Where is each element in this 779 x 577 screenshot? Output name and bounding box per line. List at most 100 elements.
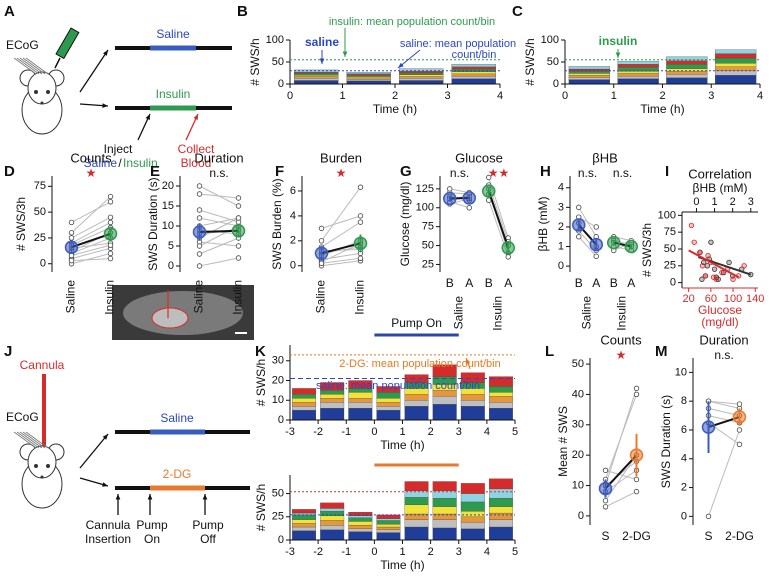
chart-title: Duration: [699, 332, 748, 347]
y-tick-label: 2: [558, 221, 564, 233]
ecog-label: ECoG: [6, 410, 39, 424]
subject-point: [107, 193, 114, 200]
y-tick-label: 10: [272, 394, 284, 406]
ecog-wire: [19, 431, 43, 449]
x-axis-label: Time (h): [380, 558, 424, 572]
bar-segment: [399, 72, 444, 75]
bar-segment: [346, 71, 391, 75]
subject-line: [449, 188, 470, 194]
y-tick-label: 100: [658, 209, 676, 221]
mouse-nose: [40, 475, 44, 479]
subject-point: [736, 427, 743, 433]
bar-segment: [432, 506, 457, 515]
subject-point: [68, 235, 75, 241]
y-tick-label: 0: [578, 510, 584, 522]
event-label: On: [144, 532, 160, 546]
category-label: A: [592, 276, 600, 290]
x-tick-label: 2: [659, 90, 665, 102]
subject-point: [736, 401, 743, 407]
bar-segment: [376, 409, 401, 421]
bar-segment: [348, 524, 373, 530]
mean-line: [71, 232, 111, 249]
subject-line: [71, 244, 111, 256]
subject-line: [321, 221, 361, 248]
bar-segment: [715, 57, 757, 64]
x-axis-label: Glucose: [698, 303, 742, 317]
x-tick-label: 20: [683, 293, 695, 305]
y-axis-label: # SWS/h: [248, 38, 262, 85]
subject-point: [196, 263, 203, 269]
group-label: Insulin: [491, 296, 505, 331]
subject-line: [71, 216, 111, 239]
bar-segment: [488, 512, 513, 520]
scatter-point: [730, 276, 736, 282]
significance: ★: [616, 348, 627, 362]
bar-segment: [376, 514, 401, 519]
mean-line: [487, 190, 510, 249]
bar-segment: [617, 78, 659, 85]
bar-label: Saline: [156, 27, 190, 41]
subject-point: [196, 183, 203, 189]
arrow-head: [145, 114, 150, 120]
y-tick-label: 4: [558, 182, 564, 194]
bar-segment: [376, 520, 401, 525]
x-tick-label: 1: [399, 426, 405, 438]
category-label: 2-DG: [725, 529, 754, 543]
subject-line: [605, 394, 637, 480]
bar-segment: [488, 498, 513, 507]
subject-point: [318, 260, 325, 266]
ecog-wire: [13, 431, 37, 449]
timeline-segment: [150, 105, 196, 111]
scatter-point: [697, 249, 703, 256]
subject-point: [357, 219, 364, 225]
bar-segment: [666, 60, 708, 65]
bar-segment: [376, 524, 401, 528]
bar-segment: [348, 521, 373, 526]
bar-segment: [376, 398, 401, 403]
subject-line: [71, 252, 111, 265]
bar-segment: [348, 402, 373, 409]
subject-line: [71, 247, 111, 260]
bar-segment: [451, 64, 496, 67]
x-tick-label: 0: [371, 426, 377, 438]
subject-point: [593, 224, 599, 230]
bar-segment: [294, 78, 339, 81]
panel-label: J: [4, 343, 12, 360]
subject-line: [321, 260, 361, 267]
bar-segment: [715, 75, 757, 85]
subject-point: [235, 255, 242, 261]
mean-marker: [462, 191, 476, 205]
bar-segment: [617, 60, 659, 65]
subject-point: [736, 441, 743, 448]
category-label: Insulin: [353, 280, 367, 315]
scatter-point: [705, 253, 711, 259]
bar-segment: [292, 530, 317, 541]
y-tick-label: 100: [541, 34, 559, 46]
bar-segment: [320, 408, 345, 421]
y-tick-label: 100: [416, 202, 434, 214]
scatter-point: [708, 239, 714, 245]
event-label: Insertion: [85, 532, 131, 546]
x-tick-label: 1: [399, 546, 405, 558]
bar-segment: [376, 526, 401, 530]
bar-segment: [432, 364, 457, 377]
y-tick-label: 15: [162, 200, 174, 212]
bar-segment: [617, 73, 659, 77]
significance: ★★: [488, 166, 510, 180]
cannula-label: Cannula: [20, 358, 65, 372]
subject-line: [199, 217, 239, 227]
bar-segment: [404, 481, 429, 491]
significance: n.s.: [209, 166, 228, 180]
y-tick-label: 8: [681, 395, 687, 407]
bar-segment: [376, 529, 401, 533]
scatter-point: [741, 263, 747, 269]
bar-segment: [404, 526, 429, 541]
y-axis-label: # SWS/h: [254, 484, 268, 531]
x2-tick-label: 0: [693, 196, 699, 208]
y-tick-label: 25: [664, 260, 676, 272]
bar-segment: [404, 490, 429, 498]
arrow: [79, 433, 109, 469]
subject-point: [602, 498, 609, 504]
bar-segment: [348, 517, 373, 522]
subject-line: [708, 400, 740, 405]
